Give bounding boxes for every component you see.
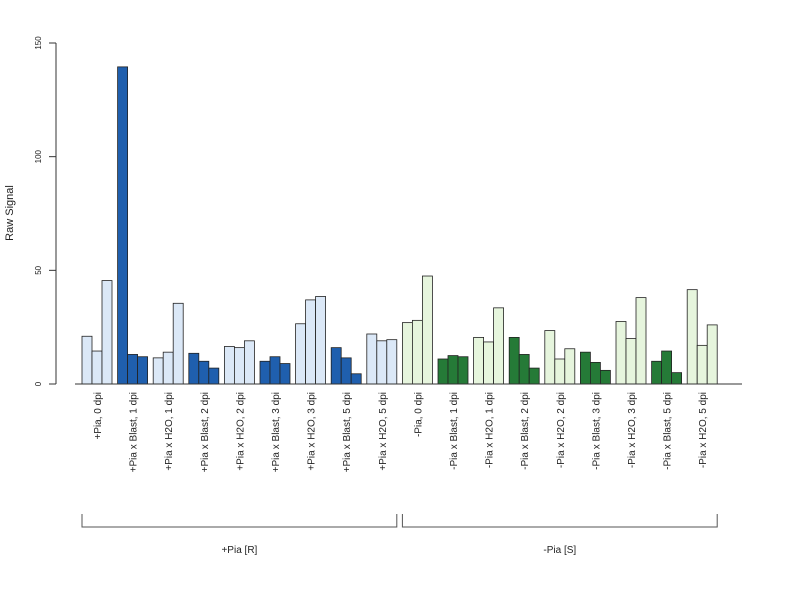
- bar: [243, 340, 255, 385]
- bar: [101, 280, 113, 385]
- bar: [208, 367, 220, 385]
- bar: [81, 335, 93, 385]
- x-tick-label: +Pia x Blast, 2 dpi: [200, 392, 211, 472]
- bar: [508, 336, 520, 385]
- bar: [696, 344, 708, 385]
- bar: [651, 360, 662, 385]
- bar: [671, 372, 682, 385]
- bar: [269, 356, 281, 385]
- bar: [625, 338, 637, 385]
- x-tick-label: +Pia x H2O, 5 dpi: [378, 392, 389, 471]
- bar: [518, 354, 530, 385]
- bar: [188, 352, 200, 385]
- bar: [411, 319, 423, 385]
- group-label: -Pia [S]: [543, 545, 576, 556]
- bar: [686, 289, 698, 385]
- x-tick-label: -Pia x Blast, 1 dpi: [449, 392, 460, 470]
- bar: [706, 324, 718, 385]
- bar: [295, 323, 307, 385]
- bar: [386, 339, 398, 385]
- bar: [137, 356, 149, 385]
- x-tick-label: +Pia x Blast, 5 dpi: [342, 392, 353, 472]
- y-tick-label: 50: [34, 265, 43, 274]
- bar: [447, 355, 459, 385]
- x-tick-label: +Pia x Blast, 1 dpi: [129, 392, 140, 472]
- y-tick-label: 150: [34, 36, 43, 50]
- bar: [493, 307, 505, 385]
- bar: [162, 351, 174, 385]
- group-brackets: +Pia [R] -Pia [S]: [81, 514, 718, 556]
- x-tick-label: +Pia x H2O, 1 dpi: [164, 392, 175, 471]
- bar: [315, 296, 327, 385]
- bar: [600, 369, 611, 385]
- bar: [580, 351, 591, 385]
- bar: [350, 373, 362, 385]
- bar: [172, 302, 184, 385]
- x-tick-label: -Pia, 0 dpi: [413, 392, 424, 437]
- x-tick-label: -Pia x H2O, 5 dpi: [698, 392, 709, 468]
- bar: [340, 357, 352, 385]
- x-tick-label: -Pia x H2O, 3 dpi: [627, 392, 638, 468]
- y-axis-title: Raw Signal: [4, 185, 16, 241]
- bar: [544, 330, 556, 385]
- bar: [615, 321, 627, 385]
- bar: [483, 341, 495, 385]
- bar: [152, 357, 164, 385]
- bar: [233, 347, 245, 385]
- bar: [376, 340, 388, 385]
- x-tick-label: -Pia x H2O, 1 dpi: [485, 392, 496, 468]
- bar: [127, 354, 138, 385]
- bar: [554, 358, 566, 385]
- bar: [91, 350, 103, 385]
- bars-layer: [81, 66, 718, 385]
- x-tick-label: +Pia x H2O, 2 dpi: [235, 392, 246, 471]
- bar: [401, 322, 413, 385]
- bar: [473, 336, 485, 385]
- bar: [223, 346, 235, 385]
- x-tick-label: +Pia x H2O, 3 dpi: [307, 392, 318, 471]
- y-axis: 0 50 100 150: [34, 36, 57, 386]
- y-tick-label: 0: [34, 381, 43, 386]
- bar: [590, 361, 601, 385]
- x-tick-label: -Pia x H2O, 2 dpi: [556, 392, 567, 468]
- bar: [661, 350, 672, 385]
- group-bracket: [401, 514, 718, 528]
- bar: [330, 347, 342, 385]
- group-label: +Pia [R]: [221, 545, 257, 556]
- y-tick-label: 100: [34, 149, 43, 163]
- bar: [117, 66, 128, 385]
- bar: [305, 299, 317, 385]
- x-tick-label: -Pia x Blast, 5 dpi: [663, 392, 674, 470]
- bar: [279, 363, 291, 385]
- bar: [259, 360, 271, 385]
- x-tick-label: +Pia, 0 dpi: [93, 392, 104, 440]
- x-tick-label: -Pia x Blast, 3 dpi: [591, 392, 602, 470]
- bar: [528, 367, 540, 385]
- bar: [437, 358, 449, 385]
- bar: [366, 333, 378, 385]
- x-tick-label: +Pia x Blast, 3 dpi: [271, 392, 282, 472]
- category-labels: +Pia, 0 dpi +Pia x Blast, 1 dpi +Pia x H2O…: [93, 392, 709, 472]
- x-tick-label: -Pia x Blast, 2 dpi: [520, 392, 531, 470]
- bar: [457, 356, 469, 385]
- bar: [421, 275, 433, 385]
- group-bracket: [81, 514, 398, 528]
- bar: [198, 360, 210, 385]
- bar: [564, 348, 576, 385]
- bar: [635, 297, 647, 385]
